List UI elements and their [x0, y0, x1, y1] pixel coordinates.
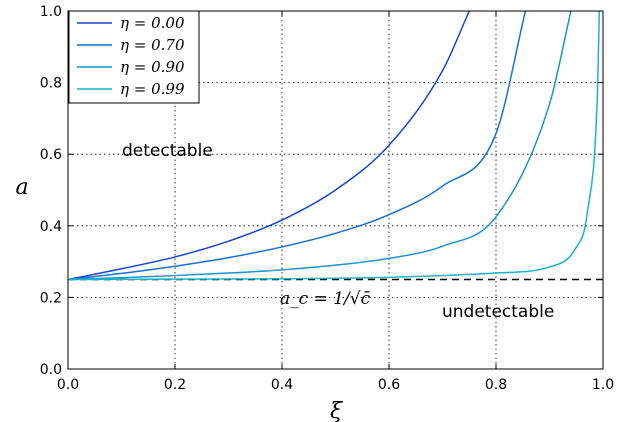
y-tick-label-4: 0.8	[40, 76, 62, 92]
legend-box	[68, 10, 200, 104]
x-tick-label-1: 0.2	[164, 377, 186, 393]
plot-frame	[67, 10, 604, 370]
y-tick-label-1: 0.2	[40, 290, 62, 306]
series-line-2	[67, 10, 572, 281]
x-tick-label-2: 0.4	[271, 377, 293, 393]
series-line-3	[67, 10, 601, 281]
grid-lines	[68, 11, 603, 369]
legend-label-0: η = 0.00	[120, 14, 185, 32]
x-tick-label-5: 1.0	[592, 377, 614, 393]
tick-labels: 0.0 0.2 0.4 0.6 0.8 1.0 0.0 0.2 0.4 0.6 0.8 1.0	[40, 4, 614, 393]
series-lines	[67, 10, 601, 281]
y-tick-label-0: 0.0	[40, 362, 62, 378]
x-tick-label-0: 0.0	[57, 377, 79, 393]
series-line-1	[67, 10, 527, 281]
y-axis-label: a	[15, 175, 28, 200]
x-axis-label: ξ	[330, 399, 344, 422]
legend-label-1: η = 0.70	[120, 36, 185, 54]
legend: η = 0.00 η = 0.70 η = 0.90 η = 0.99	[68, 10, 200, 104]
threshold-label: a_c = 1/√c̄	[280, 289, 371, 309]
legend-label-2: η = 0.90	[120, 58, 185, 76]
y-tick-label-3: 0.6	[40, 147, 62, 163]
series-line-0	[67, 10, 470, 281]
x-tick-label-3: 0.6	[378, 377, 400, 393]
x-tick-label-4: 0.8	[485, 377, 507, 393]
y-tick-label-2: 0.4	[40, 219, 62, 235]
annotation-undetectable: undetectable	[442, 302, 554, 322]
y-tick-label-5: 1.0	[40, 4, 62, 20]
legend-label-3: η = 0.99	[120, 80, 185, 98]
annotation-detectable: detectable	[122, 141, 213, 161]
